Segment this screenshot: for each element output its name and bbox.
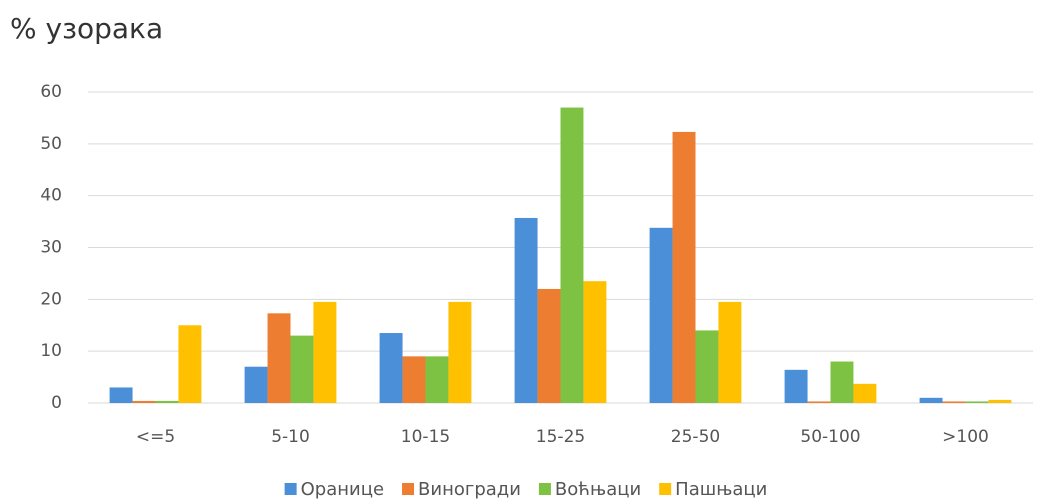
bar	[672, 131, 696, 403]
y-tick-label: 0	[51, 393, 62, 413]
bar	[807, 401, 831, 403]
legend-label: Виногради	[418, 479, 521, 500]
bar	[244, 366, 268, 403]
x-tick-label: 50-100	[800, 427, 860, 447]
bar	[132, 400, 156, 403]
legend-swatch	[659, 483, 672, 495]
y-tick-label: 10	[40, 341, 62, 361]
bar	[919, 397, 943, 403]
legend-swatch	[402, 483, 415, 495]
bar	[988, 399, 1012, 403]
legend-label: Оранице	[301, 479, 384, 500]
y-tick-label: 20	[40, 289, 62, 309]
bar	[853, 383, 877, 403]
bar	[448, 301, 472, 403]
x-tick-label: 5-10	[271, 427, 310, 447]
bar	[267, 313, 291, 403]
y-tick-label: 40	[40, 186, 62, 206]
x-tick-label: >100	[942, 427, 989, 447]
bar	[379, 333, 403, 403]
x-tick-label: <=5	[136, 427, 175, 447]
legend-label: Воћњаци	[555, 479, 641, 500]
bar	[178, 325, 202, 403]
bar	[718, 301, 742, 403]
bar	[830, 361, 854, 403]
bar	[784, 369, 808, 403]
chart-title: % узорака	[10, 12, 163, 45]
legend-label: Пашњаци	[675, 479, 767, 500]
bar	[537, 288, 561, 403]
x-tick-label: 15-25	[536, 427, 585, 447]
x-tick-label: 25-50	[671, 427, 720, 447]
x-tick-label: 10-15	[401, 427, 450, 447]
bar	[425, 356, 449, 403]
bar	[695, 330, 719, 403]
bar	[942, 401, 966, 403]
bar	[965, 401, 989, 403]
bar	[155, 400, 179, 403]
bar	[514, 217, 538, 403]
bar	[583, 281, 607, 403]
y-tick-label: 50	[40, 134, 62, 154]
bar	[313, 301, 337, 403]
y-tick-label: 60	[40, 82, 62, 102]
bar	[649, 227, 673, 403]
bar	[290, 335, 314, 403]
legend-swatch	[284, 483, 297, 495]
y-tick-label: 30	[40, 238, 62, 258]
bar	[109, 387, 133, 403]
bar	[402, 356, 426, 403]
bar	[560, 107, 584, 404]
legend-swatch	[538, 483, 551, 495]
